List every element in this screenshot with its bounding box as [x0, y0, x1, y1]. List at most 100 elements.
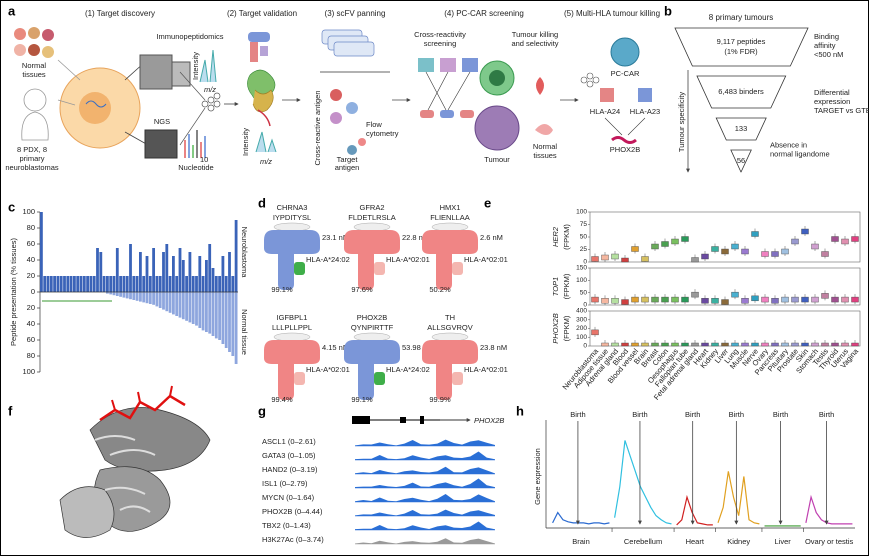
bar [96, 248, 99, 292]
y-tick-label: 400 [576, 308, 587, 315]
y-axis-label: Gene expression [533, 448, 542, 505]
bar [129, 244, 132, 292]
bar [191, 292, 195, 324]
label: Tumour [484, 155, 510, 164]
panel-label: f [8, 403, 13, 418]
instrument [139, 54, 173, 90]
box [661, 296, 669, 303]
percent: 99.4% [271, 395, 293, 404]
bar [172, 256, 175, 292]
peptide: QYNPIRTTF [351, 323, 394, 332]
t-cell-nucleus [489, 70, 505, 86]
step-title: (5) Multi-HLA tumour killing [564, 9, 660, 18]
hla-allele: HLA-A*02:01 [386, 255, 430, 264]
box [651, 342, 659, 347]
bar [228, 252, 231, 292]
axis-label: Intensity [241, 128, 250, 156]
label: PC-CAR [611, 69, 640, 78]
bar [86, 276, 90, 292]
criterion-text: affinity [814, 41, 836, 50]
arrow [124, 131, 149, 146]
bar [188, 292, 192, 323]
bar [195, 276, 198, 292]
track-label: ASCL1 (0–2.61) [262, 437, 316, 446]
box [601, 254, 609, 261]
step-title: (3) scFV panning [325, 9, 386, 18]
y-tick-label: 20 [27, 303, 35, 312]
organ-icons [14, 27, 54, 58]
panel-label: d [258, 195, 266, 210]
y-tick-label: 0 [583, 259, 587, 266]
peptide: IYPDITYSL [273, 213, 311, 222]
box [851, 296, 859, 303]
panel-label: a [8, 3, 16, 18]
bar [175, 276, 179, 292]
y-tick-label: 100 [576, 277, 587, 284]
connector [179, 71, 206, 146]
expression-line [552, 511, 610, 525]
hla-heavy-chain [422, 230, 478, 290]
bar [234, 292, 238, 364]
phage-plates [321, 29, 375, 57]
peptide [611, 136, 637, 144]
bar [132, 292, 136, 300]
box [711, 342, 719, 347]
bar [211, 292, 215, 336]
y-tick-label: 25 [580, 246, 588, 253]
label: Cross-reactive antigen [313, 90, 322, 165]
bar [56, 276, 60, 292]
box [821, 293, 829, 299]
x-tick-label: Brain [572, 537, 590, 546]
bar [214, 292, 218, 339]
label: tissues [22, 70, 46, 79]
box [831, 342, 839, 347]
expression-line [717, 471, 760, 525]
y-tick-label: 75 [580, 221, 588, 228]
bar [69, 276, 73, 292]
bar [139, 252, 142, 292]
bar [92, 276, 96, 292]
bar [43, 276, 47, 292]
box [631, 246, 639, 252]
annotation: Birth [632, 410, 647, 419]
axis-label: Intensity [191, 52, 200, 80]
box [771, 251, 779, 257]
track-label: ISL1 (0–2.79) [262, 479, 308, 488]
x-tick-label: Heart [686, 537, 705, 546]
bar [191, 276, 195, 292]
bar [119, 276, 123, 292]
percent: 99.9% [429, 395, 451, 404]
peptide-cap [431, 332, 469, 342]
track [355, 538, 495, 544]
bar [125, 292, 129, 299]
box [601, 298, 609, 304]
bar [158, 276, 162, 292]
y-tick-label: 100 [576, 334, 587, 341]
bar [208, 292, 212, 334]
label: 8 PDX, 8 [17, 145, 47, 154]
bar [185, 292, 189, 321]
hla-allele: HLA-A*02:01 [464, 255, 508, 264]
sequence-trace [184, 130, 206, 158]
hla-allele: HLA-A*24:02 [386, 365, 430, 374]
b2m [294, 372, 305, 385]
funnel-text: 56 [737, 156, 745, 165]
bar [221, 256, 225, 292]
exon [400, 417, 406, 423]
box [771, 298, 779, 304]
hla-heavy-chain [344, 230, 400, 290]
y-tick-label: 50 [580, 234, 588, 241]
bar [165, 292, 169, 312]
bar [119, 292, 123, 297]
bar [231, 276, 235, 292]
label: Nucleotide [178, 163, 213, 172]
x-tick-label: Ovary or testis [805, 537, 854, 546]
box [721, 248, 729, 255]
box [831, 296, 839, 303]
expression-line [614, 440, 672, 525]
y-tick-label: 0 [31, 287, 35, 296]
box [761, 251, 769, 257]
bar [168, 292, 172, 313]
y-tick-label: 150 [576, 265, 587, 272]
gene-label: PHOX2B [474, 416, 504, 425]
